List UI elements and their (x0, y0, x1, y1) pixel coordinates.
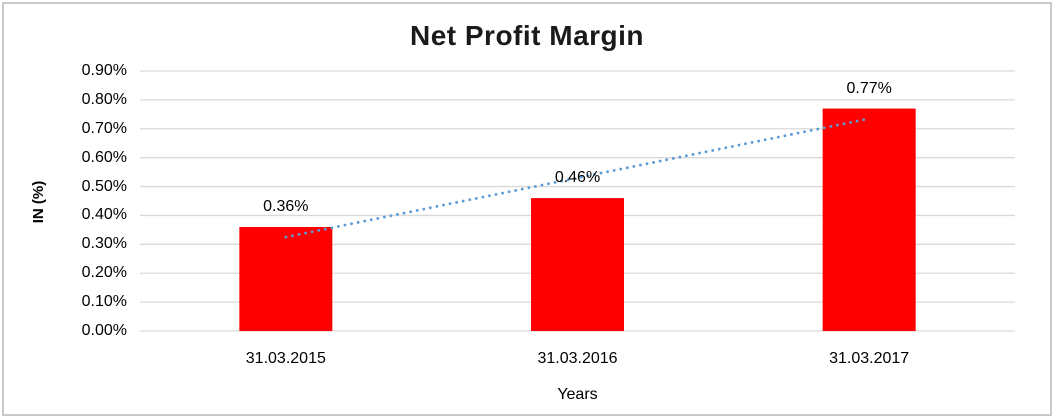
x-tick-label: 31.03.2015 (245, 350, 326, 367)
trendline (284, 117, 871, 239)
y-tick-label: 0.60% (81, 148, 127, 166)
y-tick-label: 0.30% (81, 235, 127, 253)
x-axis-title: Years (557, 386, 598, 403)
chart-title: Net Profit Margin (409, 20, 645, 51)
y-tick-label: 0.80% (81, 90, 127, 108)
x-tick-label: 31.03.2017 (829, 350, 910, 367)
y-tick-label: 0.90% (81, 62, 127, 79)
data-label: 0.46% (554, 169, 601, 187)
bar-31.03.2016 (531, 198, 624, 331)
y-tick-label: 0.50% (81, 177, 127, 195)
y-tick-label: 0.20% (81, 264, 127, 282)
data-label: 0.36% (263, 198, 309, 215)
bar-31.03.2017 (822, 108, 916, 331)
bar-31.03.2015 (239, 227, 333, 331)
data-label: 0.77% (846, 79, 892, 97)
y-tick-label: 0.00% (81, 322, 127, 339)
y-tick-label: 0.10% (81, 293, 127, 311)
x-tick-label: 31.03.2016 (537, 350, 618, 367)
y-tick-label: 0.40% (81, 206, 127, 224)
y-tick-label: 0.70% (81, 119, 127, 137)
